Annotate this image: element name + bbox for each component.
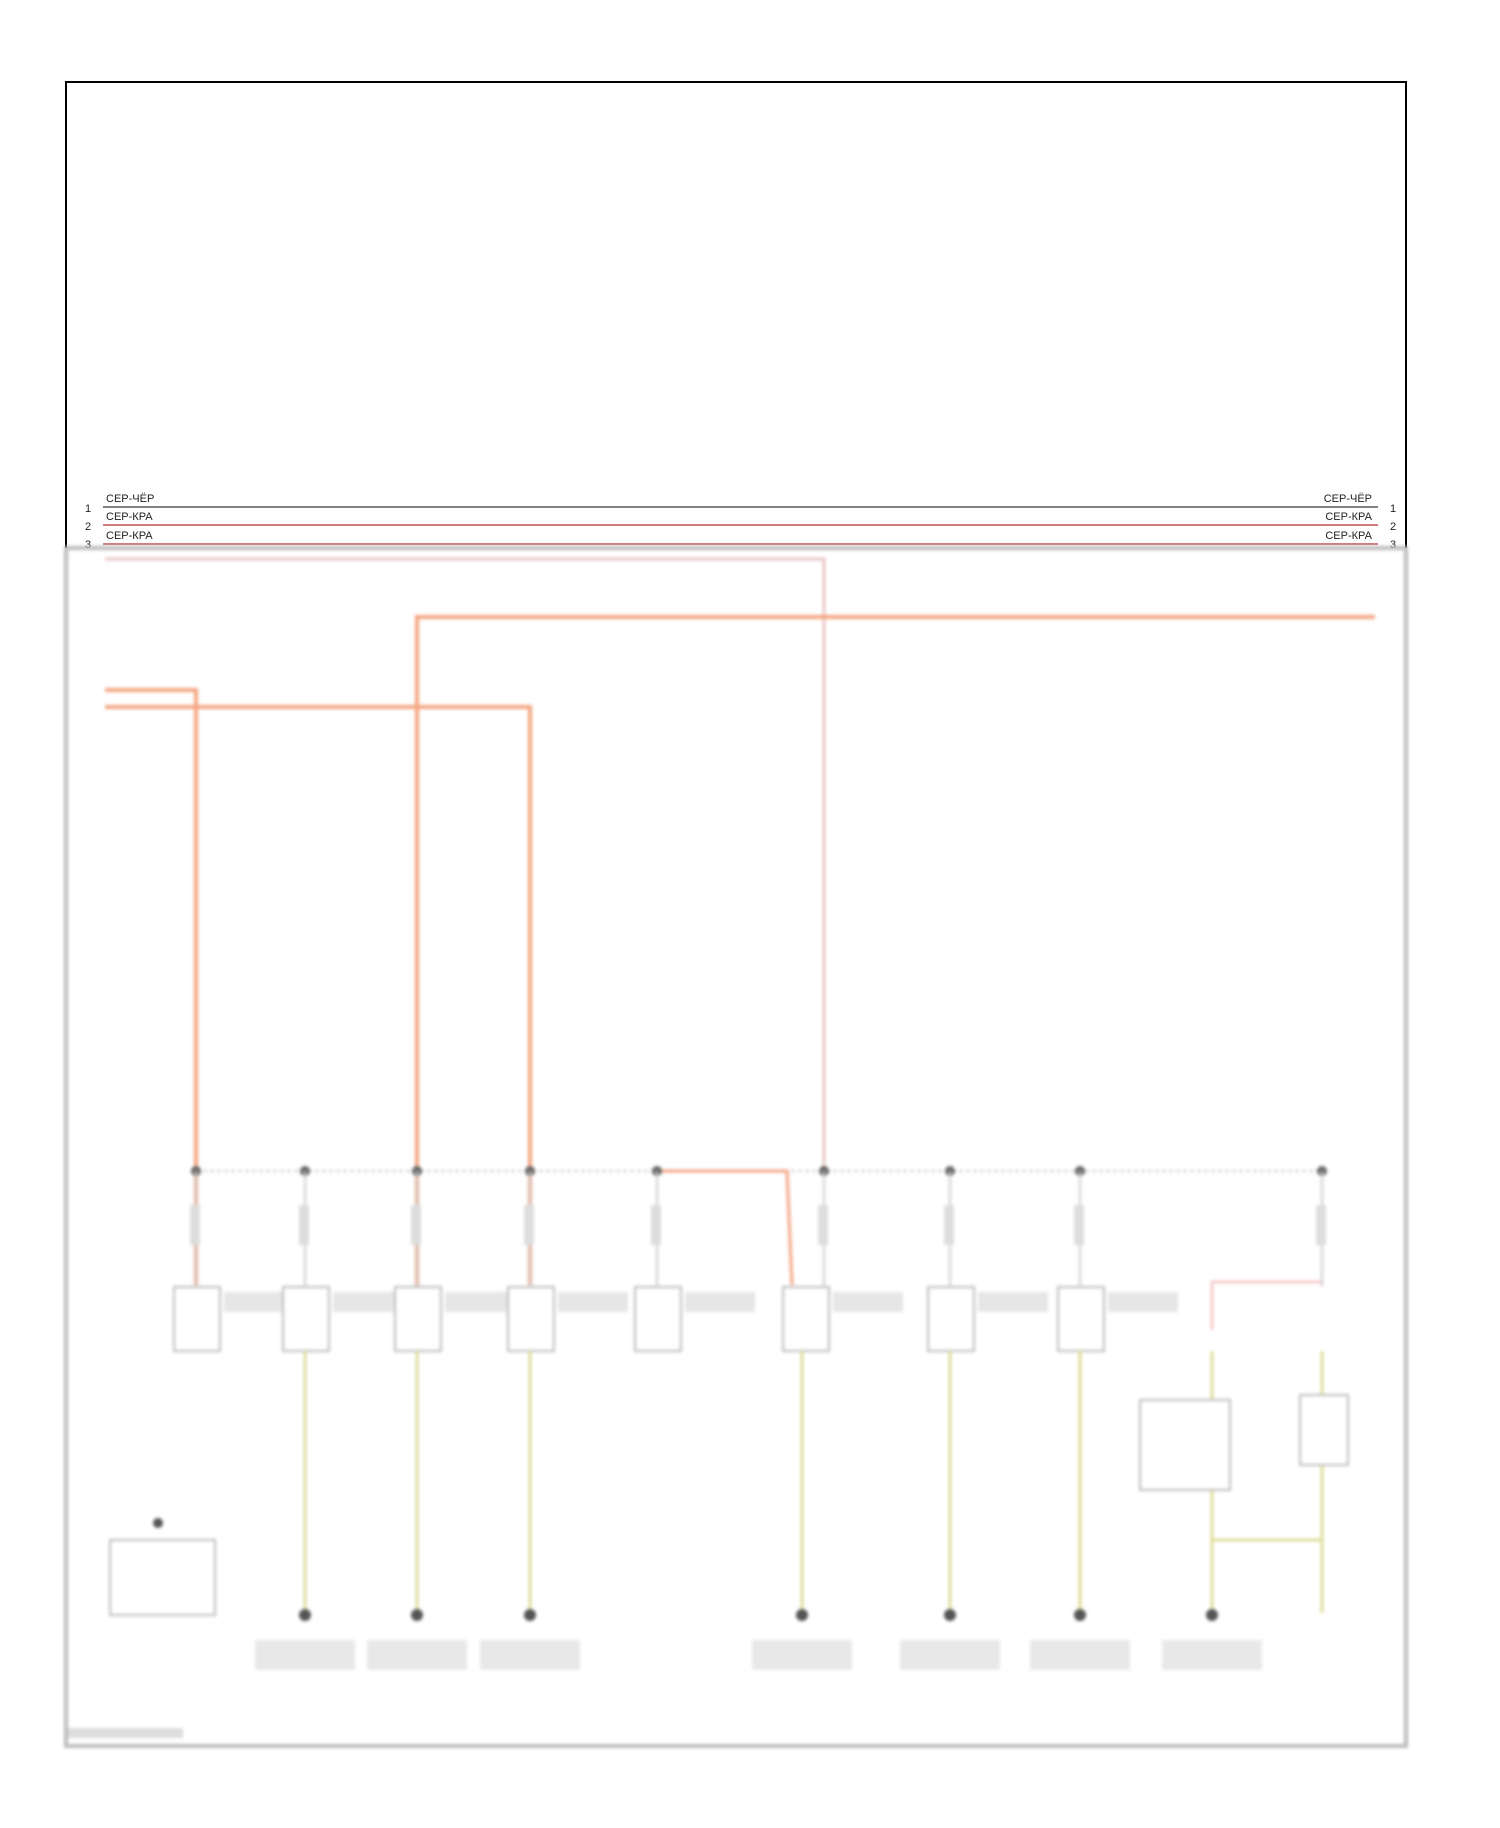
wire-code: [411, 1205, 421, 1245]
component-label: [333, 1292, 403, 1312]
component-box: [1057, 1286, 1105, 1352]
wire-2-number-right: 2: [1390, 521, 1396, 533]
wire-4-pink: [105, 557, 826, 1171]
component-box: [394, 1286, 442, 1352]
wire-1-number-right: 1: [1390, 503, 1396, 515]
lower-frame: [64, 546, 1408, 1748]
wire-code: [190, 1205, 200, 1245]
ground-label: [752, 1640, 852, 1670]
ground-point: [411, 1609, 423, 1621]
component-box: [1299, 1394, 1349, 1466]
ground-label: [900, 1640, 1000, 1670]
wire-3-label-left: СЕР-КРА: [106, 530, 153, 542]
ground-label: [367, 1640, 467, 1670]
component-box: [282, 1286, 330, 1352]
wire-2: 2 СЕР-КРА СЕР-КРА 2: [85, 511, 1396, 533]
ground-label: [1162, 1640, 1262, 1670]
wire-3: 3 СЕР-КРА СЕР-КРА 3: [85, 530, 1396, 551]
wire-code: [944, 1205, 954, 1245]
wire-1-label-left: СЕР-ЧЁР: [106, 493, 154, 505]
ground-point: [1206, 1609, 1218, 1621]
wire-2-label-right: СЕР-КРА: [1325, 511, 1372, 523]
component-box: [1139, 1399, 1231, 1491]
component-label: [558, 1292, 628, 1312]
component-label: [978, 1292, 1048, 1312]
component-box: [634, 1286, 682, 1352]
wire-code: [1316, 1205, 1326, 1245]
orange-feed-left-2: [105, 705, 532, 1285]
ground-point: [299, 1609, 311, 1621]
component-label: [833, 1292, 903, 1312]
wire-2-label-left: СЕР-КРА: [106, 511, 153, 523]
blurred-circuit-area: [64, 546, 1408, 1748]
ground-point: [944, 1609, 956, 1621]
pink-link: [1211, 1281, 1322, 1330]
splice-dot: [153, 1518, 163, 1528]
wire-1-label-right: СЕР-ЧЁР: [1324, 493, 1372, 505]
ground-label: [255, 1640, 355, 1670]
component-box: [782, 1286, 830, 1352]
wire-code: [524, 1205, 534, 1245]
wire-3-number-left: 3: [85, 539, 91, 551]
wire-2-number-left: 2: [85, 521, 91, 533]
orange-link: [657, 1169, 794, 1286]
component-label: [224, 1292, 294, 1312]
component-label: [1108, 1292, 1178, 1312]
wire-code: [818, 1205, 828, 1245]
ground-label-block: [68, 1728, 183, 1738]
ground-point: [524, 1609, 536, 1621]
wire-code: [1074, 1205, 1084, 1245]
wire-code: [651, 1205, 661, 1245]
orange-feed-top: [415, 615, 1375, 1290]
component-box: [173, 1286, 221, 1352]
wire-code: [299, 1205, 309, 1245]
component-label: [685, 1292, 755, 1312]
diagram-frame-top: [65, 81, 1407, 548]
component-box: [507, 1286, 555, 1352]
ground-label: [480, 1640, 580, 1670]
wire-3-label-right: СЕР-КРА: [1325, 530, 1372, 542]
component-label: [445, 1292, 515, 1312]
wire-1: 1 СЕР-ЧЁР СЕР-ЧЁР 1: [85, 493, 1396, 515]
wire-1-number-left: 1: [85, 503, 91, 515]
wire-3-number-right: 3: [1390, 539, 1396, 551]
ground-point: [1074, 1609, 1086, 1621]
ground-point: [796, 1609, 808, 1621]
component-box: [109, 1539, 216, 1616]
ground-label: [1030, 1640, 1130, 1670]
component-box: [927, 1286, 975, 1352]
orange-feed-left-1: [105, 688, 198, 1285]
